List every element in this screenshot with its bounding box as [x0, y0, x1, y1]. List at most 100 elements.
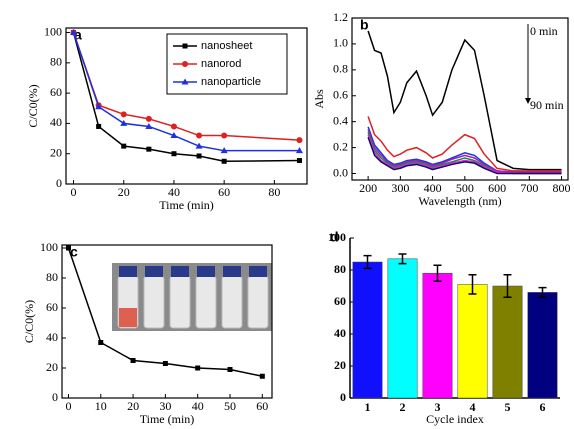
x-tick-label: 60: [218, 185, 230, 199]
marker: [98, 340, 104, 345]
series-line: [367, 129, 562, 173]
inset-photo: [112, 263, 272, 331]
marker: [196, 153, 202, 159]
bar: [352, 261, 383, 399]
plot-frame: [61, 244, 273, 399]
marker: [170, 123, 177, 130]
x-axis-title: Time (min): [159, 198, 214, 212]
error-bar: [468, 274, 477, 295]
marker: [95, 103, 103, 110]
marker: [162, 361, 168, 366]
marker: [195, 365, 201, 371]
bar: [527, 292, 558, 399]
y-tick-label: 0.8: [333, 62, 348, 76]
error-bar: [503, 274, 512, 298]
bar: [422, 272, 453, 399]
marker: [65, 245, 71, 251]
error-bar: [363, 254, 372, 270]
series-line: [367, 30, 562, 171]
marker: [195, 142, 203, 149]
marker: [120, 119, 128, 126]
y-tick-label: 80: [50, 55, 62, 69]
y-tick-label: 1.0: [333, 36, 348, 50]
annotation: 0 min: [530, 24, 558, 38]
y-tick-label: 0.4: [333, 113, 348, 127]
x-tick-label: 200: [359, 181, 377, 195]
panel-label: d: [330, 229, 339, 245]
x-tick-label: 400: [424, 181, 442, 195]
marker: [227, 367, 233, 372]
x-tick-label: 4: [470, 400, 476, 414]
marker: [182, 61, 188, 67]
panel-label: c: [70, 244, 78, 260]
marker: [70, 29, 78, 36]
bar: [387, 258, 418, 399]
marker: [171, 151, 177, 157]
marker: [121, 143, 127, 149]
y-tick-label: 40: [334, 326, 346, 340]
x-tick-label: 20: [127, 399, 139, 413]
series-line: [72, 32, 300, 152]
marker: [145, 115, 152, 122]
marker: [259, 373, 265, 379]
error-bar: [538, 286, 547, 298]
marker: [221, 158, 227, 164]
marker: [96, 123, 102, 129]
x-tick-label: 6: [540, 400, 546, 414]
y-axis-title: C/C0(%): [22, 300, 36, 343]
annotation: 90 min: [530, 98, 564, 112]
y-tick-label: 40: [50, 115, 62, 129]
y-tick-label: 40: [46, 330, 58, 344]
marker: [296, 158, 302, 164]
y-tick-label: 1.2: [333, 10, 348, 24]
series-line: [367, 134, 562, 175]
x-tick-label: 500: [456, 181, 474, 195]
x-tick-label: 300: [391, 181, 409, 195]
legend-label: nanoparticle: [201, 76, 261, 88]
x-tick-label: 0: [65, 399, 71, 413]
marker: [221, 132, 228, 139]
series-line: [367, 136, 562, 175]
marker: [130, 358, 136, 363]
y-tick-label: 0: [340, 390, 346, 404]
x-axis-title: Wavelength (nm): [418, 194, 501, 208]
x-axis-title: Cycle index: [426, 412, 484, 426]
y-tick-label: 60: [334, 294, 346, 308]
x-tick-label: 800: [553, 181, 571, 195]
marker: [146, 146, 152, 152]
y-tick-label: 60: [46, 300, 58, 314]
y-tick-label: 0.6: [333, 88, 348, 102]
series-line: [367, 116, 562, 172]
marker: [220, 147, 228, 154]
y-axis-title: Abs: [312, 89, 326, 109]
x-tick-label: 5: [505, 400, 511, 414]
y-tick-label: 60: [50, 85, 62, 99]
y-tick-label: 0.0: [333, 165, 348, 179]
y-tick-label: 0.2: [333, 139, 348, 153]
x-axis-title: Time (min): [140, 412, 195, 426]
legend-label: nanorod: [201, 58, 241, 70]
marker: [182, 43, 188, 49]
marker: [120, 111, 127, 118]
y-tick-label: 100: [328, 230, 346, 244]
y-tick-label: 100: [44, 24, 62, 38]
y-tick-label: 100: [40, 240, 58, 254]
y-axis-title: C/C0(%): [26, 84, 40, 127]
x-tick-label: 1: [365, 400, 371, 414]
x-tick-label: 2: [400, 400, 406, 414]
y-tick-label: 80: [46, 270, 58, 284]
y-tick-label: 20: [46, 360, 58, 374]
caps: [119, 266, 267, 277]
x-tick-label: 60: [256, 399, 268, 413]
x-tick-label: 40: [192, 399, 204, 413]
error-bar: [398, 253, 407, 265]
x-tick-label: 0: [71, 185, 77, 199]
annotation-arrowhead: [525, 98, 531, 104]
bar: [457, 284, 488, 399]
marker: [295, 147, 303, 154]
marker: [170, 132, 178, 139]
x-tick-label: 600: [488, 181, 506, 195]
bar: [492, 285, 523, 399]
